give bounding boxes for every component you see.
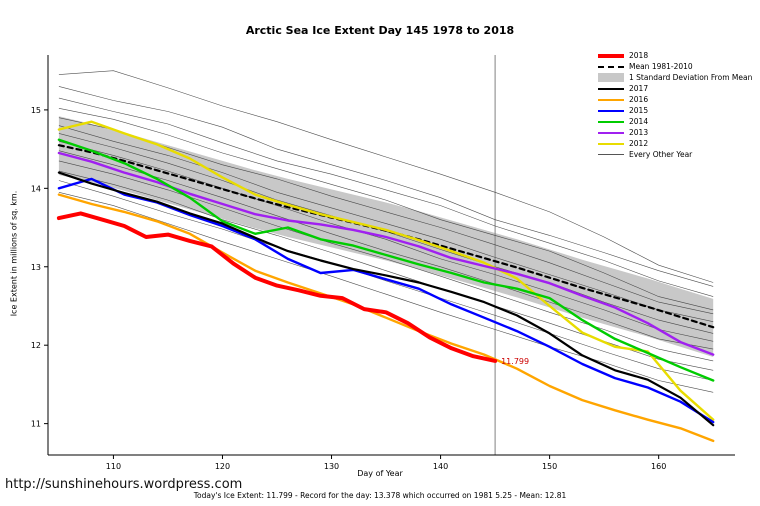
legend-item: 2013 (598, 127, 756, 138)
legend: 2018 Mean 1981-2010 1 Standard Deviation F… (598, 50, 756, 160)
legend-item: 2014 (598, 116, 756, 127)
legend-swatch (598, 120, 624, 123)
legend-label: 2017 (629, 84, 649, 93)
x-tick-label: 150 (542, 462, 557, 471)
x-tick-label: 120 (215, 462, 230, 471)
chart-plot: 110 120 130 140 150 160 11 12 13 14 15 11.799 (31, 55, 735, 471)
gray-year-line-12 (58, 192, 714, 393)
gray-year-line-9 (58, 160, 714, 362)
y-tick-label: 13 (31, 263, 41, 272)
legend-swatch (598, 154, 624, 155)
current-extent-label: 11.799 (501, 357, 529, 366)
legend-swatch (598, 65, 624, 68)
series-2018 (56, 211, 498, 363)
legend-label: 2015 (629, 106, 649, 115)
y-tick-label: 15 (31, 106, 41, 115)
y-tick-label: 14 (31, 184, 41, 193)
gray-year-line-1 (58, 86, 714, 287)
y-tick-label: 12 (31, 341, 41, 350)
gray-year-line-2 (58, 97, 714, 297)
legend-item: 1 Standard Deviation From Mean (598, 72, 756, 83)
x-tick-label: 110 (106, 462, 121, 471)
gray-year-line-8 (58, 150, 714, 350)
legend-label: Every Other Year (629, 150, 693, 159)
gray-year-line-3 (58, 108, 714, 311)
legend-swatch (598, 87, 624, 90)
series-2014 (57, 138, 715, 382)
legend-label: 1 Standard Deviation From Mean (629, 73, 753, 82)
legend-item: Mean 1981-2010 (598, 61, 756, 72)
gray-year-line-5 (58, 125, 714, 322)
source-url-link[interactable]: http://sunshinehours.wordpress.com (5, 477, 243, 492)
footer-summary: Today's Ice Extent: 11.799 - Record for … (193, 491, 567, 500)
x-axis-label: Day of Year (357, 469, 403, 478)
legend-swatch (598, 53, 624, 58)
gray-year-line-11 (58, 180, 714, 381)
y-axis-label: Ice Extent in millions of sq. km. (9, 190, 19, 317)
legend-swatch (598, 73, 624, 82)
x-tick-label: 160 (651, 462, 666, 471)
legend-item: 2015 (598, 105, 756, 116)
series-2012 (57, 120, 715, 421)
series-2016 (57, 193, 715, 443)
legend-item: 2012 (598, 138, 756, 149)
legend-item: Every Other Year (598, 149, 756, 160)
legend-swatch (598, 98, 624, 101)
legend-label: 2018 (629, 51, 649, 60)
legend-label: Mean 1981-2010 (629, 62, 693, 71)
legend-item: 2017 (598, 83, 756, 94)
legend-swatch (598, 142, 624, 145)
x-tick-label: 130 (324, 462, 339, 471)
y-tick-label: 11 (31, 420, 41, 429)
legend-label: 2014 (629, 117, 649, 126)
chart-title: Arctic Sea Ice Extent Day 145 1978 to 20… (245, 24, 515, 37)
legend-label: 2012 (629, 139, 649, 148)
gray-year-line-7 (58, 141, 714, 342)
gray-year-line-0 (58, 70, 714, 283)
legend-item: 2016 (598, 94, 756, 105)
legend-swatch (598, 109, 624, 112)
series-2017 (57, 171, 715, 427)
x-tick-label: 140 (433, 462, 448, 471)
legend-item: 2018 (598, 50, 756, 61)
legend-label: 2016 (629, 95, 649, 104)
legend-swatch (598, 131, 624, 134)
gray-year-line-4 (58, 117, 714, 315)
legend-label: 2013 (629, 128, 649, 137)
